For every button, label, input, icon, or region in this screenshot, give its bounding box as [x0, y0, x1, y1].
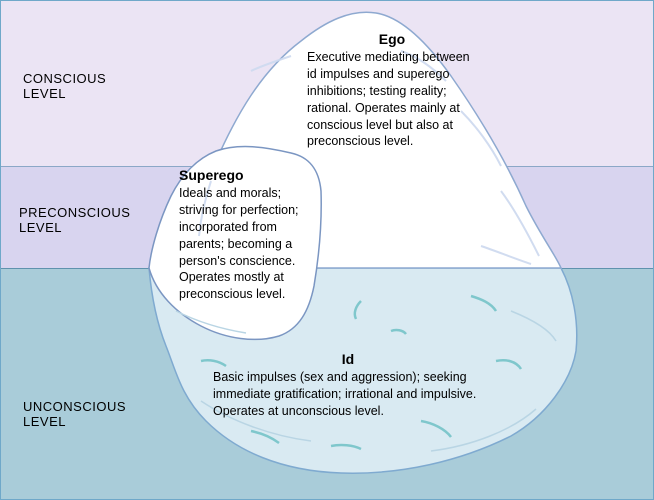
component-ego: Ego Executive mediating between id impul…	[307, 31, 477, 150]
component-superego: Superego Ideals and morals; striving for…	[179, 167, 307, 303]
superego-desc: Ideals and morals; striving for perfecti…	[179, 185, 307, 303]
component-id: Id Basic impulses (sex and aggression); …	[213, 351, 483, 420]
freud-iceberg-diagram: CONSCIOUS LEVEL PRECONSCIOUS LEVEL UNCON…	[0, 0, 654, 500]
ego-desc: Executive mediating between id impulses …	[307, 49, 477, 150]
superego-title: Superego	[179, 167, 307, 183]
id-title: Id	[213, 351, 483, 367]
id-desc: Basic impulses (sex and aggression); see…	[213, 369, 483, 420]
ego-title: Ego	[307, 31, 477, 47]
